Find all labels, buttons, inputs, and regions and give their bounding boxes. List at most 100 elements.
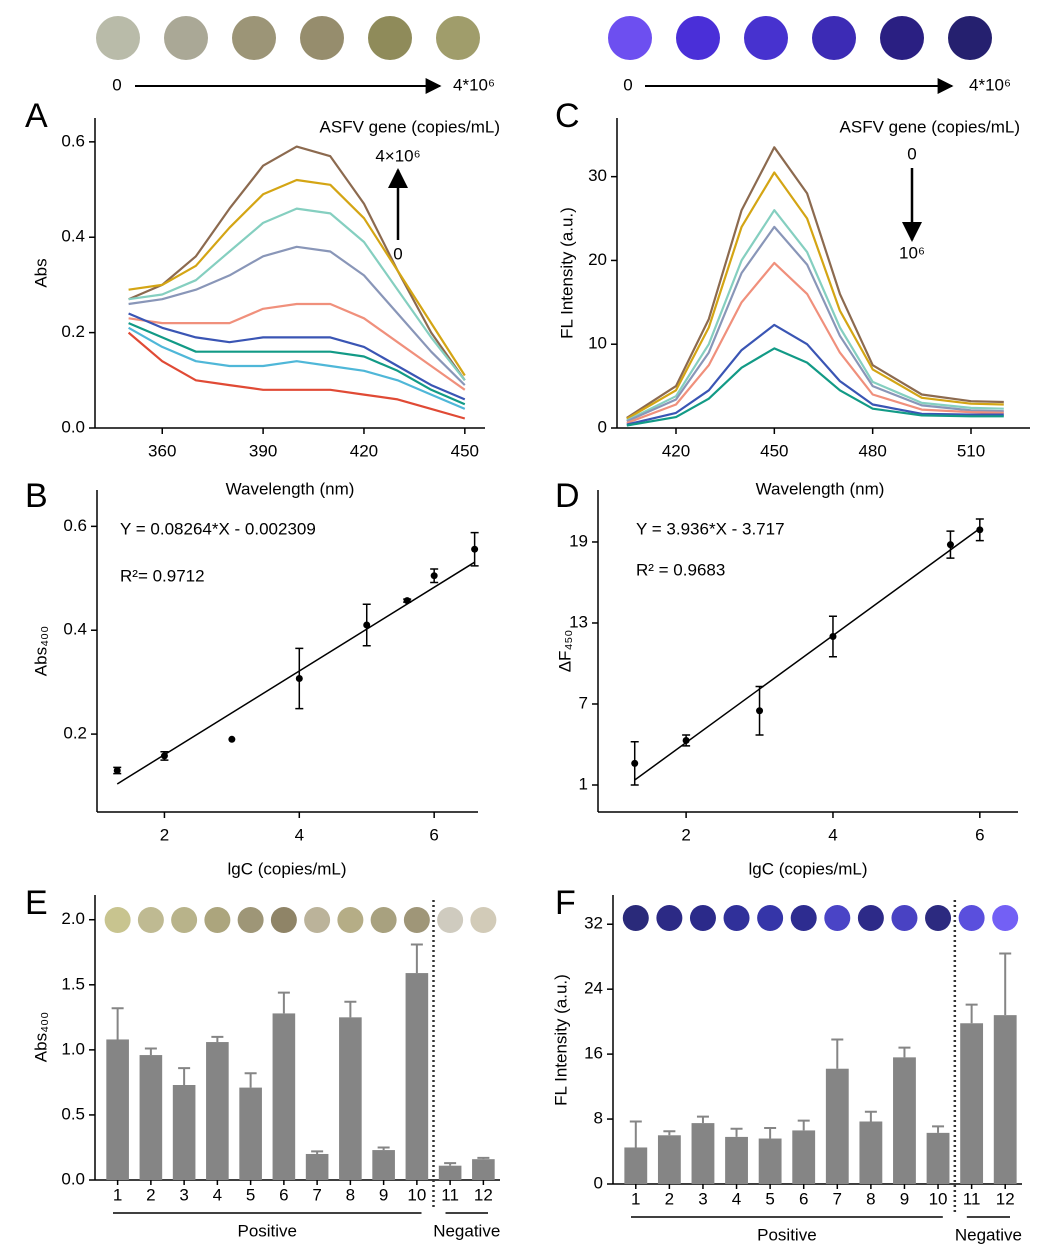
bar (758, 1138, 782, 1184)
error-bar (629, 1120, 642, 1148)
error-bar (211, 1035, 224, 1043)
spectrum-line (128, 145, 466, 381)
y-tick-label: 1 (579, 774, 588, 793)
y-tick-label: 7 (579, 693, 588, 712)
color-swatch (790, 905, 817, 931)
color-swatch (437, 907, 464, 933)
x-tick-label: 480 (858, 441, 886, 460)
y-axis-label: Abs (31, 258, 50, 287)
color-swatch (723, 905, 750, 931)
y-tick-label: 8 (594, 1109, 603, 1128)
x-tick-label: 10 (407, 1185, 426, 1204)
error-bar (277, 991, 290, 1014)
bar (472, 1159, 495, 1180)
color-swatch (948, 16, 992, 60)
data-point (113, 766, 121, 774)
y-tick-label: 0.6 (61, 131, 85, 150)
annotation: ASFV gene (copies/mL) (840, 117, 1020, 136)
color-swatch (925, 905, 952, 931)
color-swatch (164, 16, 208, 60)
y-axis-label: Abs₄₀₀ (31, 1012, 50, 1062)
bar (239, 1087, 262, 1180)
panel-letter: A (25, 97, 48, 135)
data-point (363, 621, 371, 629)
panel-letter: D (555, 477, 580, 515)
x-tick-label: 2 (160, 825, 169, 844)
error-bar (696, 1115, 709, 1124)
bar (372, 1150, 395, 1180)
color-swatch (104, 907, 131, 933)
color-swatch (880, 16, 924, 60)
error-bar (311, 1150, 324, 1154)
error-bar (831, 1038, 844, 1069)
color-swatch (757, 905, 784, 931)
color-swatch (824, 905, 851, 931)
error-bar (932, 1125, 945, 1133)
color-swatch (656, 905, 683, 931)
x-tick-label: 1 (113, 1185, 122, 1204)
x-tick-label: 4 (732, 1189, 741, 1208)
annotation: 10⁶ (899, 243, 925, 262)
color-swatch (812, 16, 856, 60)
panel-letter: C (555, 97, 580, 135)
bar (859, 1121, 883, 1184)
color-swatch (237, 907, 264, 933)
spectrum-line (626, 209, 1004, 422)
x-tick-label: 1 (631, 1189, 640, 1208)
bar (792, 1130, 816, 1184)
error-bar (864, 1110, 877, 1122)
spectrum-line (128, 322, 466, 406)
annotation: 4×10⁶ (375, 146, 420, 165)
spectrum-line (128, 326, 466, 410)
x-tick-label: 6 (975, 825, 984, 844)
color-swatch (300, 16, 344, 60)
color-swatch (232, 16, 276, 60)
data-point (631, 759, 639, 767)
x-tick-label: 390 (249, 441, 277, 460)
y-tick-label: 0.2 (63, 724, 87, 743)
x-axis-label: lgC (copies/mL) (748, 859, 867, 878)
x-tick-label: 5 (246, 1185, 255, 1204)
y-axis-label: FL Intensity (a.u.) (551, 974, 570, 1106)
bar (106, 1039, 129, 1180)
x-tick-label: 510 (957, 441, 985, 460)
panel-letter: F (555, 884, 576, 922)
data-point (430, 572, 438, 580)
color-swatch (622, 905, 649, 931)
color-swatch (270, 907, 297, 933)
bar (926, 1132, 950, 1184)
y-tick-label: 20 (588, 250, 607, 269)
x-tick-label: 9 (900, 1189, 909, 1208)
bar (438, 1165, 462, 1180)
spectrum-line (626, 171, 1004, 420)
error-bar (377, 1146, 390, 1151)
bar (339, 1017, 362, 1180)
data-point (756, 707, 764, 715)
x-tick-label: 6 (429, 825, 438, 844)
y-tick-label: 0.5 (61, 1104, 85, 1123)
fit-line (116, 561, 476, 785)
y-tick-label: 16 (584, 1044, 603, 1063)
x-tick-label: 4 (828, 825, 837, 844)
bar (825, 1068, 849, 1184)
error-bar (730, 1127, 743, 1137)
x-tick-label: 450 (760, 441, 788, 460)
x-tick-label: 6 (279, 1185, 288, 1204)
strip-start-label: 0 (623, 75, 632, 94)
fit-line (634, 527, 981, 781)
annotation: 0 (393, 244, 402, 263)
error-bar (898, 1046, 911, 1058)
color-swatch (992, 905, 1019, 931)
bar (657, 1135, 681, 1184)
color-swatch (337, 907, 364, 933)
error-bar (410, 943, 423, 974)
error-bar (144, 1047, 157, 1056)
color-swatch (857, 905, 884, 931)
error-bar (764, 1126, 777, 1139)
color-swatch (891, 905, 918, 931)
error-bar (663, 1130, 676, 1136)
bar (139, 1055, 163, 1180)
spectrum-line (626, 323, 1004, 426)
y-tick-label: 0.0 (61, 1169, 85, 1188)
